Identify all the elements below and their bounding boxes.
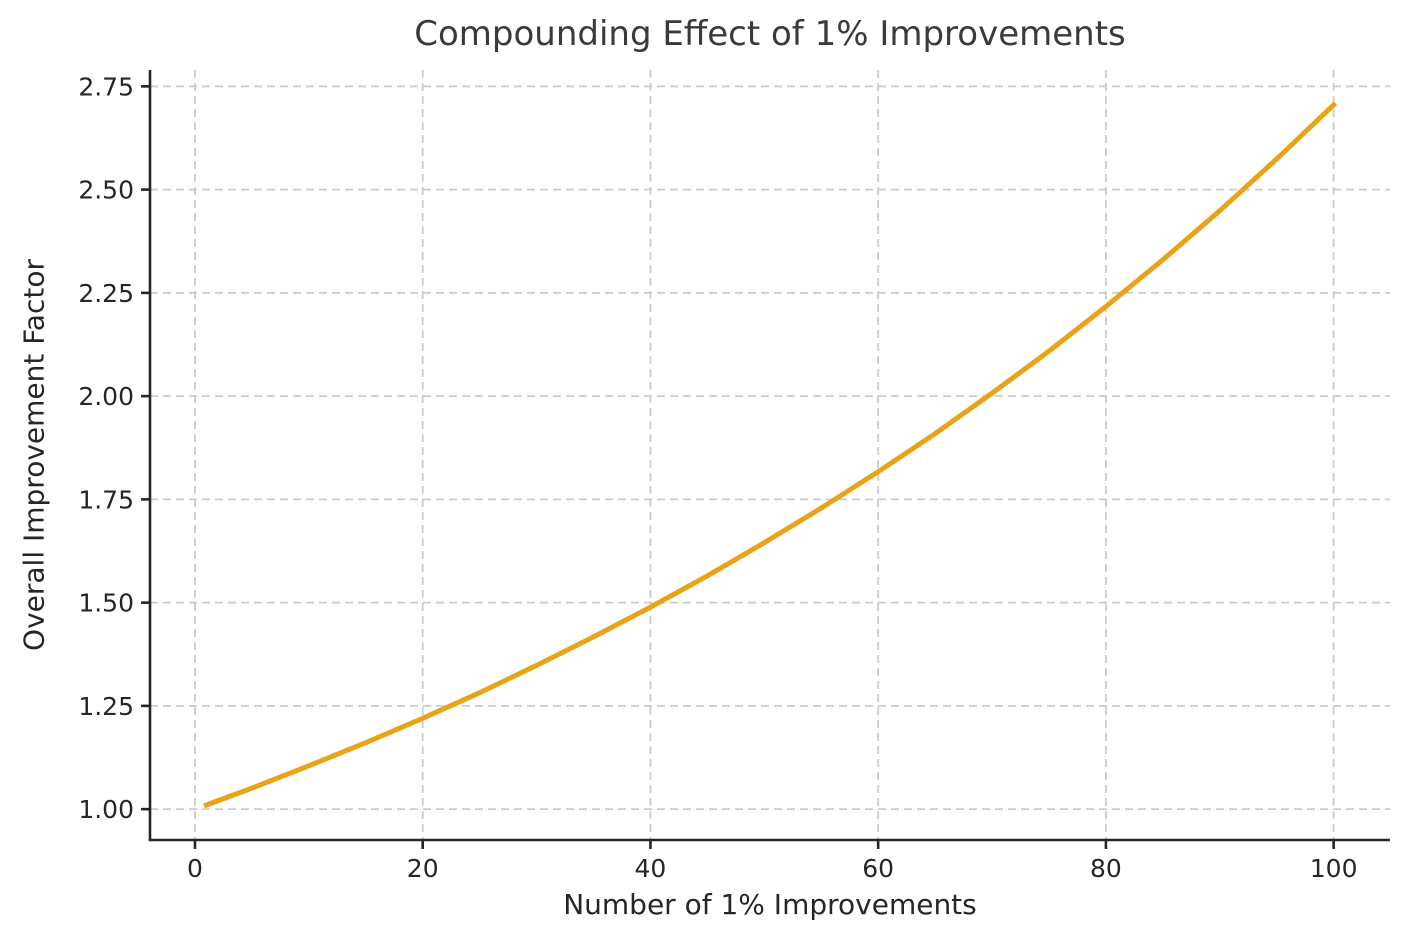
- y-tick-label: 2.00: [78, 382, 134, 411]
- x-tick-label: 80: [1090, 854, 1122, 883]
- y-tick-label: 1.25: [78, 692, 134, 721]
- y-tick-label: 1.00: [78, 795, 134, 824]
- line-series: [203, 101, 1338, 809]
- y-tick-label: 2.75: [78, 72, 134, 101]
- x-tick-label: 20: [407, 854, 439, 883]
- x-tick-label: 100: [1310, 854, 1358, 883]
- x-axis-label: Number of 1% Improvements: [563, 888, 977, 921]
- y-tick-label: 1.75: [78, 485, 134, 514]
- y-tick-label: 2.50: [78, 176, 134, 205]
- y-tick-label: 2.25: [78, 279, 134, 308]
- x-tick-label: 40: [635, 854, 667, 883]
- chart-title: Compounding Effect of 1% Improvements: [414, 14, 1126, 54]
- y-axis-label: Overall Improvement Factor: [17, 259, 51, 651]
- x-tick-label: 60: [862, 854, 894, 883]
- y-tick-label: 1.50: [78, 589, 134, 618]
- x-tick-label: 0: [187, 854, 203, 883]
